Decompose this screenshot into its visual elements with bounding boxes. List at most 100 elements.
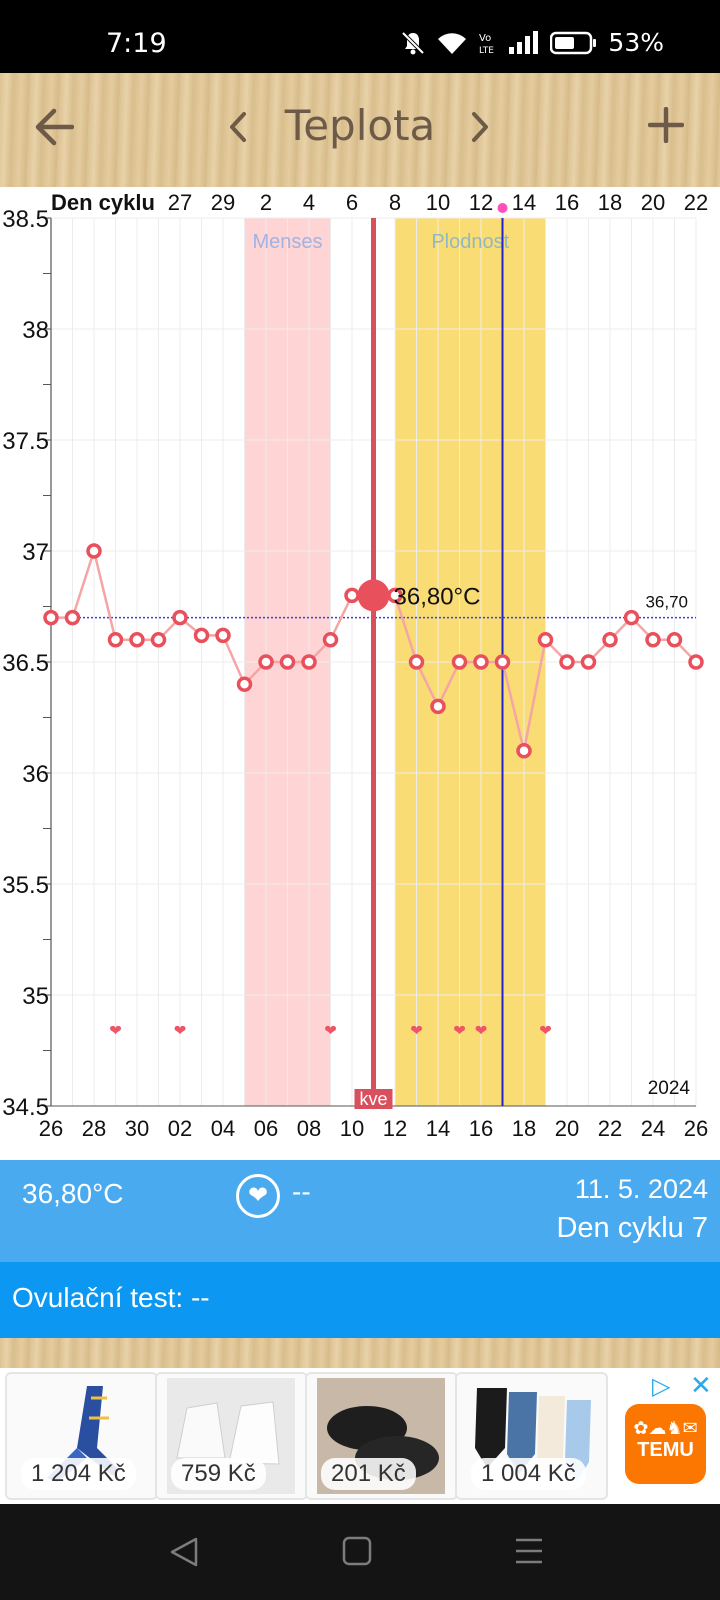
bottom-tick-label: 24 <box>641 1116 665 1141</box>
ovulation-marker <box>497 203 508 213</box>
temperature-point[interactable] <box>344 587 360 604</box>
day-info-panel[interactable]: 36,80°C ❤ -- 11. 5. 2024 Den cyklu 7 <box>0 1160 720 1262</box>
temperature-point[interactable] <box>580 654 597 670</box>
volte-icon: Vo LTE <box>479 33 494 56</box>
ad-product-card[interactable]: 1 004 Kč <box>455 1372 608 1500</box>
plus-icon[interactable] <box>648 107 684 143</box>
bottom-tick-label: 26 <box>684 1116 708 1141</box>
heart-icon: ❤ <box>410 1022 423 1039</box>
selected-point-label: 36,80°C <box>394 583 481 610</box>
temperature-point[interactable] <box>322 632 339 648</box>
heart-icon: ❤ <box>324 1022 337 1039</box>
temperature-point[interactable] <box>64 609 81 626</box>
temperature-point[interactable] <box>688 654 704 670</box>
svg-text:Vo: Vo <box>479 33 491 44</box>
top-tick-label: 16 <box>555 190 579 215</box>
app-bar: Teplota <box>0 73 720 187</box>
arrow-left-icon[interactable] <box>34 107 74 147</box>
top-tick-label: 29 <box>211 190 235 215</box>
bottom-tick-label: 28 <box>82 1116 106 1141</box>
ad-price: 201 Kč <box>321 1458 416 1490</box>
temu-logo-glyphs: ✿☁♞✉ <box>633 1418 698 1438</box>
ovulation-test-row[interactable]: Ovulační test: -- <box>0 1262 720 1338</box>
top-tick-label: 18 <box>598 190 622 215</box>
temperature-point[interactable] <box>666 632 683 648</box>
top-tick-label: 2 <box>260 190 272 215</box>
temperature-point[interactable] <box>559 654 575 670</box>
bottom-tick-label: 10 <box>340 1116 364 1141</box>
top-tick-label: 14 <box>512 190 536 215</box>
bottom-tick-label: 22 <box>598 1116 622 1141</box>
ad-product-card[interactable]: 201 Kč <box>305 1372 458 1500</box>
coverline-label: 36,70 <box>645 593 688 612</box>
chevron-right-icon[interactable] <box>468 111 492 143</box>
selected-temperature: 36,80°C <box>22 1178 124 1209</box>
temperature-point[interactable] <box>408 654 425 670</box>
y-tick-label: 36 <box>22 761 49 788</box>
y-tick-label: 37 <box>22 539 49 566</box>
ad-price: 1 204 Kč <box>21 1458 136 1490</box>
temperature-point[interactable] <box>43 609 59 626</box>
temperature-point[interactable] <box>537 632 554 648</box>
system-nav-bar <box>0 1504 720 1600</box>
temperature-point[interactable] <box>279 654 296 670</box>
bottom-tick-label: 20 <box>555 1116 579 1141</box>
close-icon[interactable]: ✕ <box>690 1370 712 1400</box>
temperature-point[interactable] <box>129 632 145 648</box>
temperature-point[interactable] <box>258 654 274 670</box>
temperature-point[interactable] <box>451 654 468 670</box>
ad-price: 1 004 Kč <box>471 1458 586 1490</box>
temu-logo[interactable]: ✿☁♞✉ TEMU <box>625 1404 706 1484</box>
temperature-point[interactable] <box>430 698 446 715</box>
top-tick-label: 8 <box>389 190 401 215</box>
temperature-point[interactable] <box>623 609 640 626</box>
mute-icon <box>402 31 425 54</box>
temperature-point[interactable] <box>107 632 124 648</box>
top-tick-label: 4 <box>303 190 315 215</box>
chevron-left-icon[interactable] <box>226 111 250 143</box>
ad-price: 759 Kč <box>171 1458 266 1490</box>
battery-icon <box>550 31 597 54</box>
temperature-point[interactable] <box>193 627 210 644</box>
cycle-day: Den cyklu 7 <box>556 1212 708 1244</box>
ad-banner[interactable]: 1 204 Kč 759 Kč 201 Kč 1 004 Kč ▷ ✕ ✿☁♞✉… <box>0 1368 720 1504</box>
bottom-tick-label: 16 <box>469 1116 493 1141</box>
bottom-tick-label: 12 <box>383 1116 407 1141</box>
heart-icon[interactable]: ❤ <box>236 1174 280 1218</box>
temperature-point[interactable] <box>236 676 253 692</box>
temperature-point[interactable] <box>215 627 231 644</box>
top-tick-label: 12 <box>469 190 493 215</box>
y-tick-label: 36.5 <box>2 650 49 677</box>
status-bar: 7:19 Vo LTE 53% <box>0 0 720 73</box>
temperature-point[interactable] <box>172 609 188 626</box>
top-tick-label: 6 <box>346 190 358 215</box>
menu-lines-icon[interactable] <box>514 1536 544 1566</box>
temperature-point[interactable] <box>301 654 317 670</box>
selected-point[interactable] <box>357 579 390 612</box>
temperature-chart[interactable]: Menses Plodnost 38.5 38 37.5 37 36.5 36 35.5 35 34… <box>0 187 720 1160</box>
ad-product-card[interactable]: 1 204 Kč <box>5 1372 158 1500</box>
y-tick-label: 37.5 <box>2 428 49 455</box>
battery-percent: 53% <box>608 28 664 57</box>
ad-choices-icon[interactable]: ▷ <box>652 1373 671 1400</box>
temperature-point[interactable] <box>602 632 618 648</box>
ad-product-card[interactable]: 759 Kč <box>155 1372 308 1500</box>
temperature-point[interactable] <box>150 632 167 648</box>
temperature-point[interactable] <box>473 654 489 670</box>
temperature-point[interactable] <box>645 632 661 648</box>
bottom-tick-label: 08 <box>297 1116 321 1141</box>
bottom-tick-label: 04 <box>211 1116 235 1141</box>
temperature-point[interactable] <box>516 743 532 759</box>
selected-date: 11. 5. 2024 <box>574 1174 708 1204</box>
temperature-point[interactable] <box>86 543 102 559</box>
y-tick-label: 38 <box>22 317 49 344</box>
home-square-icon[interactable] <box>342 1536 372 1566</box>
selected-tag: kve <box>359 1089 387 1109</box>
bottom-tick-label: 18 <box>512 1116 536 1141</box>
temperature-point[interactable] <box>494 654 511 670</box>
status-time: 7:19 <box>106 28 167 59</box>
back-triangle-icon[interactable] <box>168 1536 200 1568</box>
temperature-chart-svg[interactable]: Menses Plodnost 38.5 38 37.5 37 36.5 36 35.5 35 34… <box>0 187 720 1160</box>
band-label: Plodnost <box>431 231 509 253</box>
top-tick-label: 22 <box>684 190 708 215</box>
